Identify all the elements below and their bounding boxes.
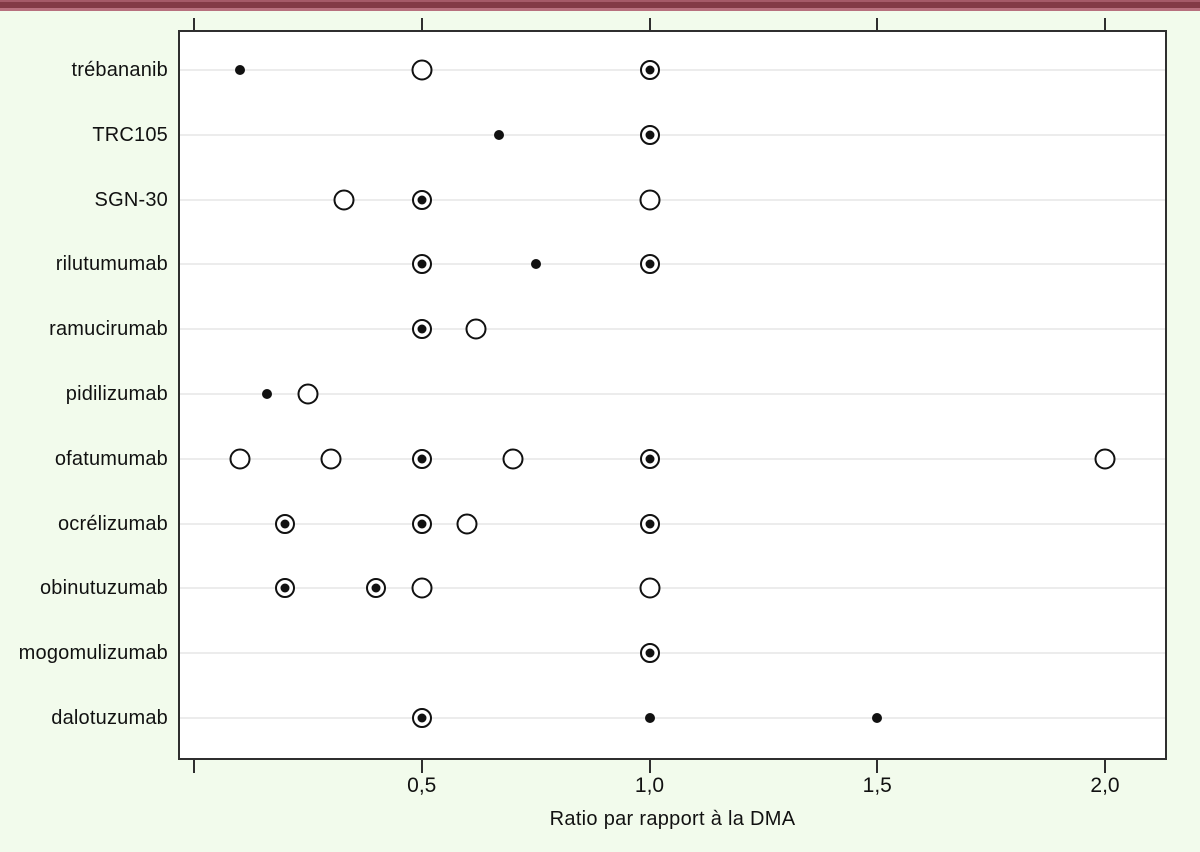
- data-point-open: [465, 318, 487, 340]
- x-tick-mark: [648, 18, 651, 31]
- gridline: [180, 263, 1165, 266]
- x-tick-label: 1,5: [862, 774, 892, 797]
- data-point-open: [639, 577, 660, 599]
- x-tick-mark: [193, 760, 195, 773]
- x-tick-label: 1,0: [634, 774, 665, 797]
- y-category-label: pidilizumab: [65, 383, 168, 405]
- gridline: [180, 522, 1165, 525]
- data-point-circledot: [639, 513, 660, 534]
- data-point-circledot: [411, 189, 432, 210]
- data-point-circledot: [639, 448, 660, 469]
- y-category-label: ofatumumab: [54, 447, 168, 470]
- x-axis-title: Ratio par rapport à la DMA: [549, 808, 796, 830]
- data-point-dot: [530, 259, 541, 270]
- data-point-circledot: [639, 124, 660, 145]
- x-tick-mark: [193, 18, 195, 31]
- data-point-open: [456, 513, 478, 535]
- gridline: [180, 69, 1165, 71]
- data-point-circledot: [639, 254, 660, 275]
- data-point-circledot: [639, 60, 660, 80]
- data-point-circledot: [411, 448, 432, 469]
- data-point-circledot: [411, 513, 432, 534]
- data-point-open: [502, 448, 524, 470]
- data-point-circledot: [411, 708, 432, 728]
- x-tick-label: 0,5: [407, 774, 437, 797]
- data-point-circledot: [275, 513, 296, 534]
- data-point-dot: [494, 129, 505, 140]
- y-category-label: mogomulizumab: [18, 642, 168, 665]
- data-point-circledot: [639, 643, 660, 664]
- x-tick-mark: [1104, 18, 1106, 31]
- x-tick-label: 2,0: [1090, 774, 1120, 797]
- data-point-open: [320, 448, 342, 470]
- data-point-open: [297, 383, 319, 405]
- y-category-label: rilutumumab: [55, 253, 168, 276]
- top-accent-bar: [0, 0, 1200, 11]
- y-category-label: trébananib: [71, 59, 168, 81]
- data-point-open: [411, 59, 433, 81]
- data-point-circledot: [366, 578, 387, 599]
- y-category-label: SGN-30: [94, 188, 168, 211]
- gridline: [180, 393, 1165, 395]
- data-point-open: [1094, 448, 1116, 470]
- x-tick-mark: [648, 760, 651, 773]
- data-point-circledot: [275, 578, 296, 599]
- data-point-circledot: [411, 254, 432, 275]
- y-category-label: ramucirumab: [49, 318, 168, 341]
- gridline: [180, 587, 1165, 590]
- data-point-dot: [261, 389, 272, 399]
- gridline: [180, 198, 1165, 201]
- x-tick-mark: [420, 18, 423, 31]
- y-category-label: ocrélizumab: [57, 512, 168, 535]
- x-tick-mark: [876, 18, 879, 31]
- gridline: [180, 652, 1165, 655]
- data-point-dot: [872, 713, 883, 723]
- data-point-dot: [234, 65, 245, 75]
- gridline: [180, 328, 1165, 331]
- data-point-open: [411, 577, 433, 599]
- x-tick-mark: [420, 760, 423, 773]
- x-tick-mark: [1104, 760, 1106, 773]
- data-point-dot: [644, 713, 655, 723]
- data-point-open: [333, 189, 355, 211]
- y-category-label: dalotuzumab: [51, 707, 168, 729]
- gridline: [180, 133, 1165, 136]
- data-point-open: [639, 189, 660, 211]
- data-point-circledot: [411, 319, 432, 340]
- y-category-label: obinutuzumab: [39, 577, 168, 600]
- x-tick-mark: [876, 760, 879, 773]
- data-point-open: [229, 448, 251, 470]
- plot-area: [178, 30, 1167, 760]
- gridline: [180, 717, 1165, 719]
- y-category-label: TRC105: [92, 123, 168, 146]
- gridline: [180, 457, 1165, 460]
